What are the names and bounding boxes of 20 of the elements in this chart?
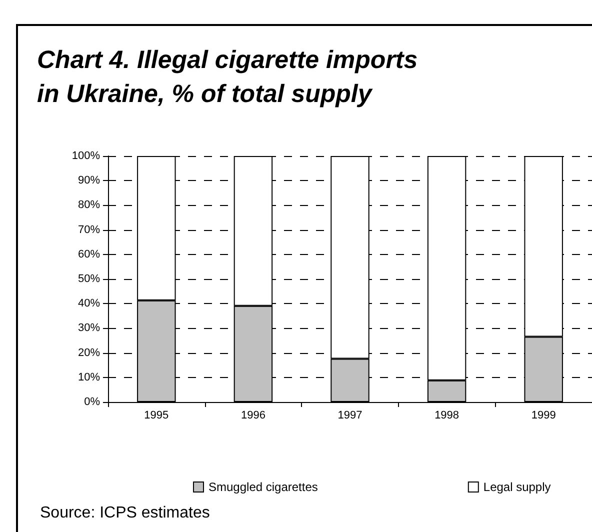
y-tick-label: 80% [78, 199, 100, 212]
y-tick-label: 40% [78, 298, 100, 310]
x-tick-label: 1995 [144, 410, 169, 422]
x-tick-label: 1998 [434, 410, 460, 422]
y-tick-label: 100% [72, 150, 100, 162]
y-tick-label: 60% [78, 248, 100, 260]
y-tick-label: 70% [78, 224, 100, 236]
y-tick-label: 50% [78, 273, 100, 285]
y-tick-label: 10% [78, 371, 100, 384]
y-tick-label: 90% [78, 174, 100, 187]
x-tick-label: 1997 [338, 410, 362, 422]
y-tick-label: 30% [78, 322, 100, 334]
legend-label: Smuggled cigarettes [208, 480, 318, 494]
legend-label: Legal supply [483, 480, 551, 494]
x-tick-label: 1999 [531, 410, 556, 422]
y-tick-label: 20% [78, 346, 100, 359]
x-tick-label: 1996 [240, 410, 266, 422]
y-tick-label: 0% [84, 396, 100, 408]
source-note: Source: ICPS estimates [40, 504, 210, 522]
chart-title: Chart 4. Illegal cigarette imports in Ukraine, % of total supply [37, 46, 418, 108]
